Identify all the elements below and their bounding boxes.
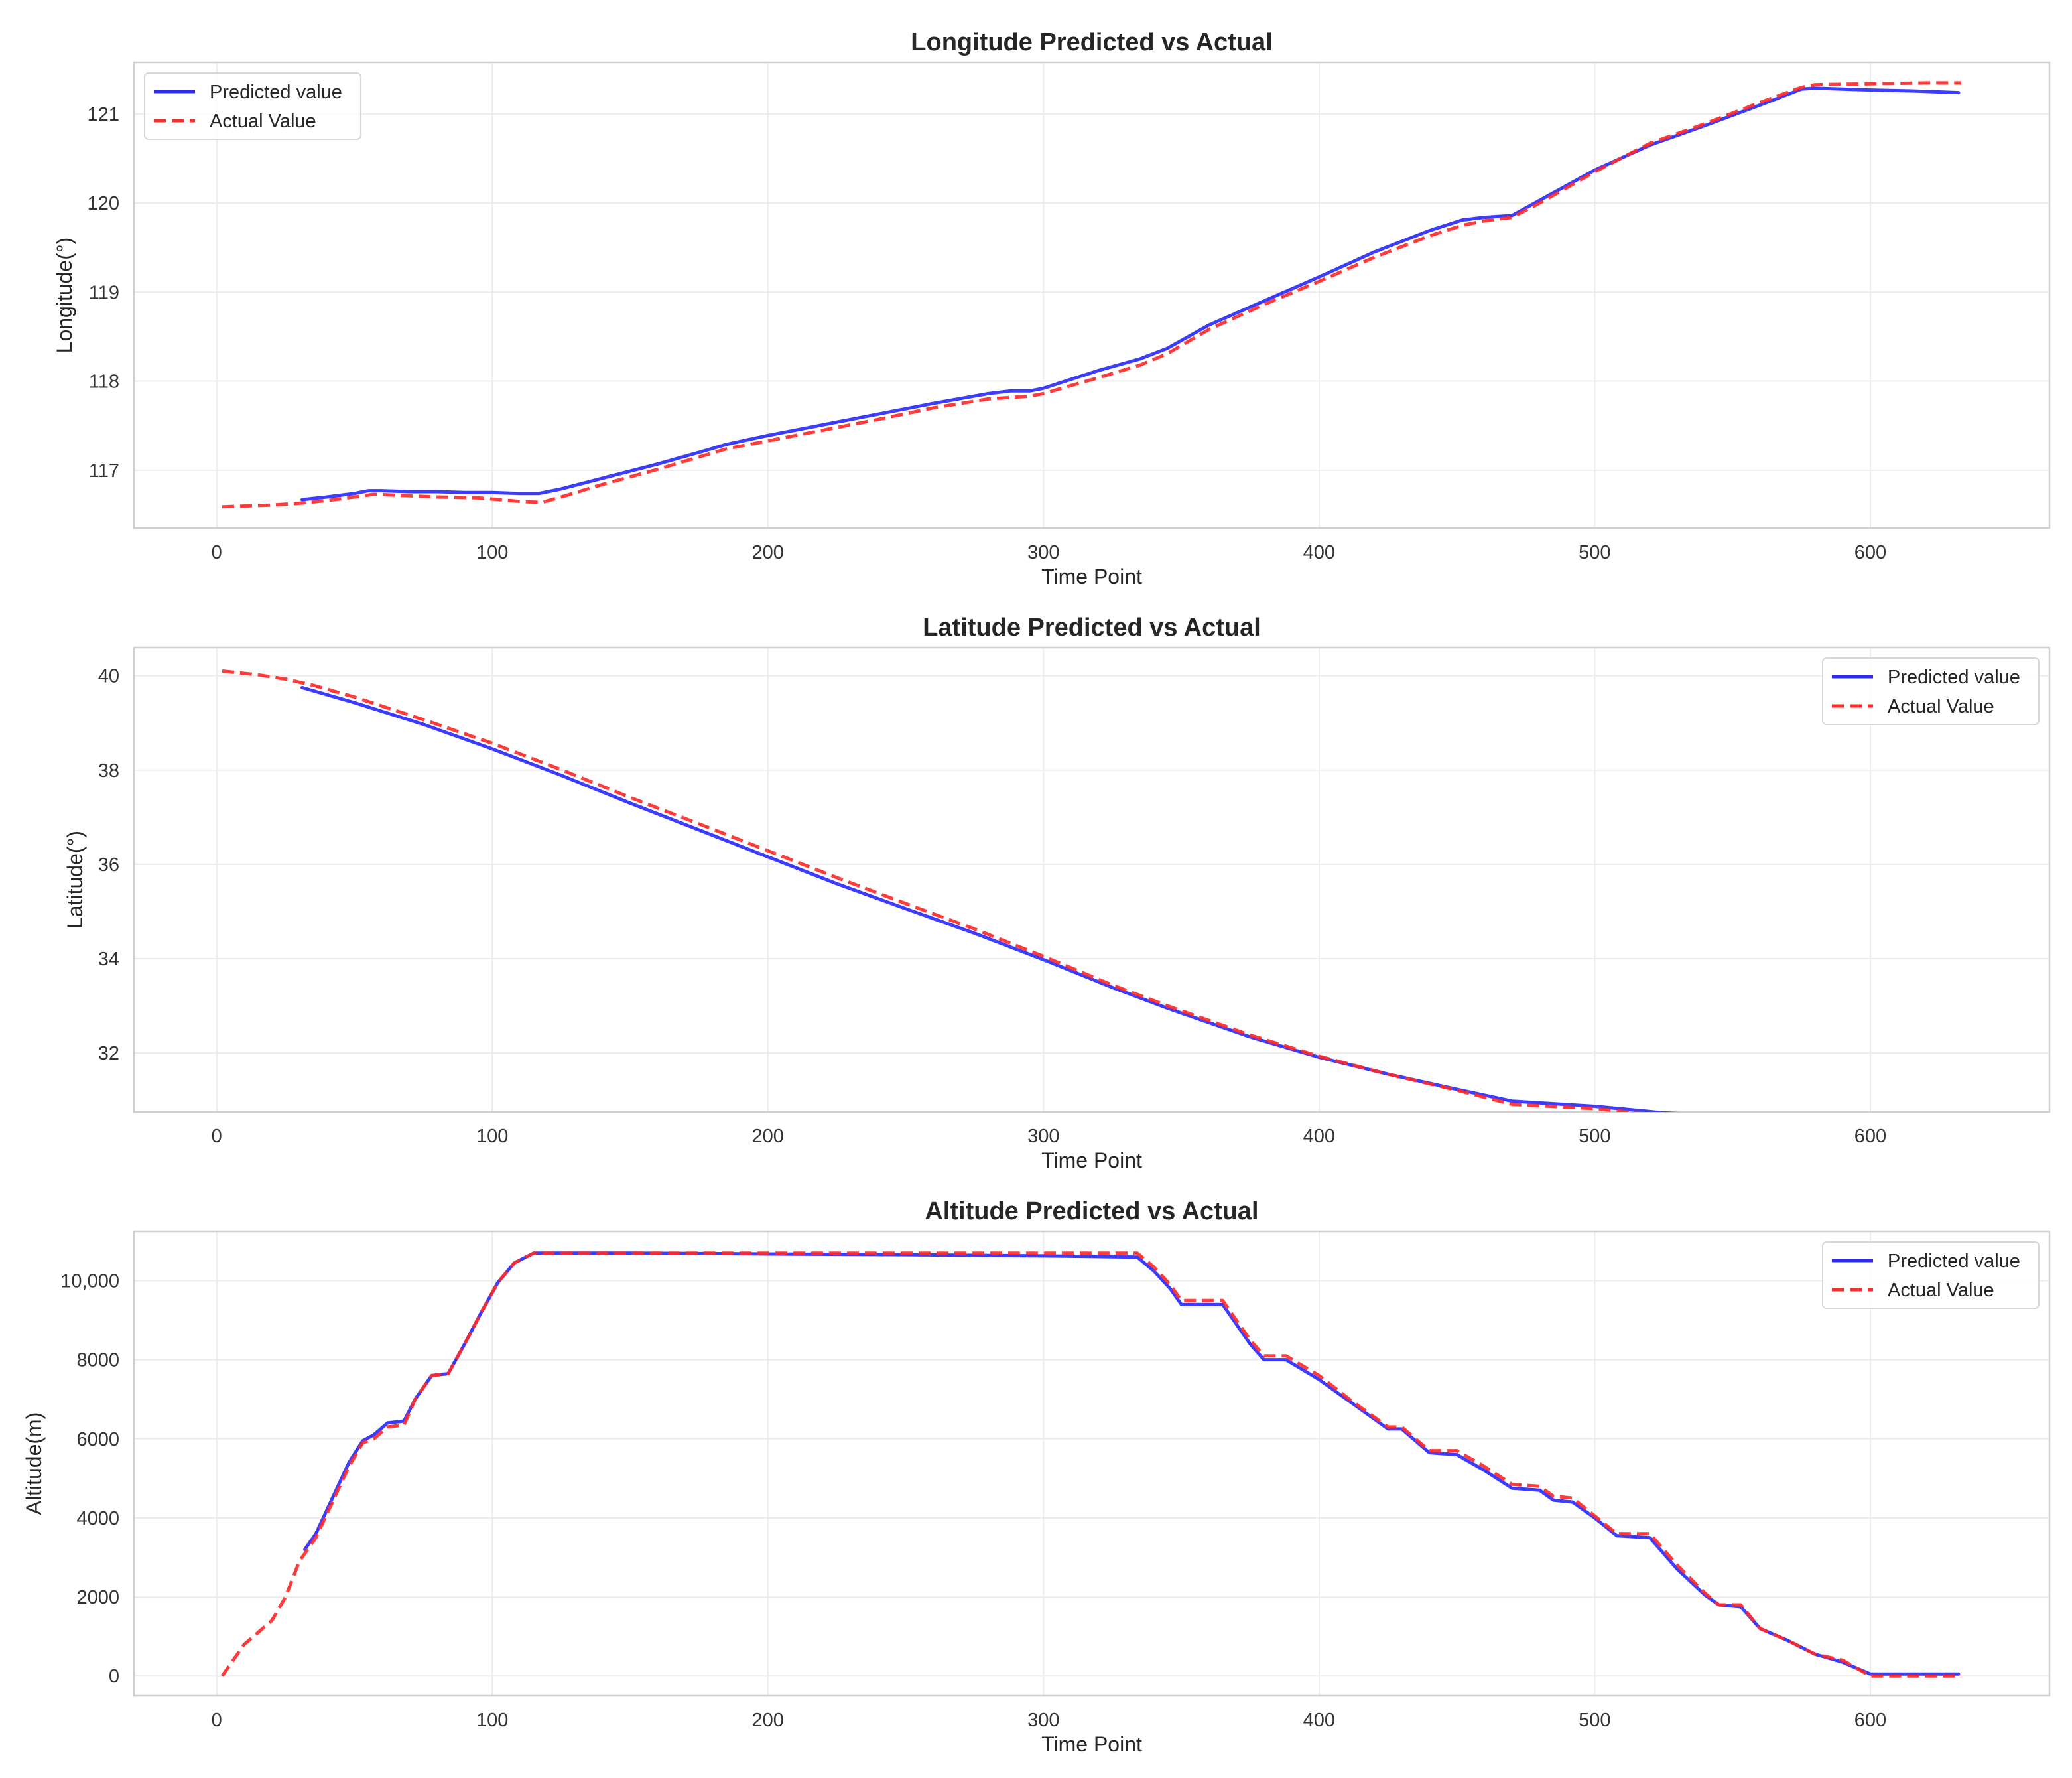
y-tick-label: 10,000 bbox=[60, 1270, 119, 1292]
y-tick-label: 36 bbox=[98, 855, 119, 876]
legend-box bbox=[1822, 657, 2040, 725]
series-line-actual bbox=[222, 81, 1961, 509]
y-axis-label: Longitude(°) bbox=[52, 238, 76, 354]
chart-panel-2: 0 100 200 300 400 500 6000200040006000800010,0… bbox=[22, 1197, 2051, 1756]
x-tick-label: 0 bbox=[212, 1710, 222, 1731]
series-line-predicted bbox=[300, 86, 1961, 502]
plot-area bbox=[134, 648, 2049, 1112]
legend-label: Predicted value bbox=[1888, 667, 2020, 688]
x-axis-label: Time Point bbox=[1041, 565, 1142, 588]
plot-area bbox=[134, 62, 2049, 528]
y-tick-label: 34 bbox=[98, 949, 119, 970]
x-tick-label: 600 bbox=[1854, 1126, 1886, 1147]
x-tick-label: 0 bbox=[212, 1126, 222, 1147]
plot-frame bbox=[133, 1230, 2051, 1697]
y-tick-label: 121 bbox=[88, 104, 119, 125]
x-tick-label: 300 bbox=[1027, 1126, 1059, 1147]
chart-title: Latitude Predicted vs Actual bbox=[923, 614, 1261, 642]
x-tick-label: 100 bbox=[476, 1126, 508, 1147]
x-tick-label: 100 bbox=[476, 542, 508, 563]
y-tick-label: 119 bbox=[89, 282, 119, 303]
y-tick-label: 40 bbox=[98, 666, 119, 687]
y-tick-label: 8000 bbox=[76, 1350, 119, 1371]
y-tick-label: 117 bbox=[89, 460, 119, 482]
x-tick-label: 600 bbox=[1854, 542, 1886, 563]
plot-frame bbox=[133, 646, 2051, 1113]
series-line-actual bbox=[222, 669, 1647, 1112]
y-tick-label: 6000 bbox=[76, 1429, 119, 1450]
chart-panel-1: 0 100 200 300 400 500 600 32 34 36 38 40 Time Point L… bbox=[63, 614, 2051, 1172]
y-tick-label: 4000 bbox=[76, 1508, 119, 1529]
y-tick-label: 0 bbox=[109, 1666, 119, 1687]
x-tick-label: 600 bbox=[1854, 1710, 1886, 1731]
x-tick-label: 400 bbox=[1303, 542, 1335, 563]
x-tick-label: 200 bbox=[752, 542, 784, 563]
y-tick-label: 118 bbox=[89, 372, 119, 393]
x-tick-label: 400 bbox=[1303, 1710, 1335, 1731]
plot-area bbox=[134, 1231, 2049, 1696]
legend-box bbox=[144, 72, 361, 140]
x-axis-label: Time Point bbox=[1041, 1732, 1142, 1756]
legend: Predicted value Actual Value bbox=[1822, 1241, 2040, 1309]
y-axis-label: Altitude(m) bbox=[22, 1412, 46, 1515]
series-line-actual bbox=[220, 1251, 1961, 1678]
y-tick-label: 120 bbox=[88, 193, 119, 214]
legend-label: Actual Value bbox=[210, 111, 316, 132]
chart-panel-0: 0 100 200 300 400 500 600 117 118 119 120 121 Time P… bbox=[52, 29, 2051, 588]
legend-label: Actual Value bbox=[1888, 1280, 1994, 1301]
x-tick-label: 300 bbox=[1027, 542, 1059, 563]
chart-title: Altitude Predicted vs Actual bbox=[925, 1197, 1258, 1225]
chart-title: Longitude Predicted vs Actual bbox=[911, 29, 1272, 56]
x-tick-label: 200 bbox=[752, 1126, 784, 1147]
y-tick-label: 32 bbox=[98, 1043, 119, 1064]
legend: Predicted value Actual Value bbox=[1822, 657, 2040, 725]
legend: Predicted value Actual Value bbox=[144, 72, 361, 140]
x-tick-label: 300 bbox=[1027, 1710, 1059, 1731]
plot-frame bbox=[133, 61, 2051, 529]
x-tick-label: 100 bbox=[476, 1710, 508, 1731]
y-tick-label: 38 bbox=[98, 760, 119, 782]
x-axis-label: Time Point bbox=[1041, 1148, 1142, 1172]
x-tick-label: 500 bbox=[1579, 1126, 1610, 1147]
y-tick-label: 2000 bbox=[76, 1587, 119, 1608]
x-tick-label: 200 bbox=[752, 1710, 784, 1731]
legend-label: Predicted value bbox=[1888, 1251, 2020, 1272]
legend-label: Predicted value bbox=[210, 82, 342, 103]
x-tick-label: 400 bbox=[1303, 1126, 1335, 1147]
legend-label: Actual Value bbox=[1888, 696, 1994, 717]
series-line-predicted bbox=[300, 685, 1679, 1112]
x-tick-label: 500 bbox=[1579, 1710, 1610, 1731]
x-tick-label: 500 bbox=[1579, 542, 1610, 563]
legend-box bbox=[1822, 1241, 2040, 1309]
y-axis-label: Latitude(°) bbox=[63, 831, 87, 929]
x-tick-label: 0 bbox=[212, 542, 222, 563]
